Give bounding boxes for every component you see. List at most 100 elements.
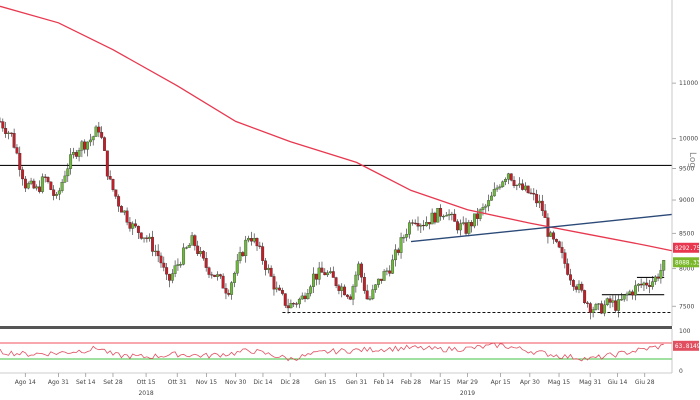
candle-up: [402, 237, 406, 239]
rsi-plot-area: [0, 329, 672, 373]
rsi-value-tag: [673, 340, 699, 351]
candle-down: [554, 239, 558, 242]
candle-down: [280, 290, 284, 294]
candle-down: [557, 241, 561, 248]
candle-up: [393, 249, 397, 261]
candle-down: [583, 290, 587, 304]
candle-down: [105, 150, 109, 177]
moving-average-layer: [0, 5, 673, 252]
candle-up: [444, 215, 448, 217]
candle-up: [88, 139, 92, 143]
candle-down: [464, 222, 468, 234]
candle-down: [639, 283, 643, 286]
x-tick-label: Giu 28: [635, 379, 655, 386]
candle-up: [91, 136, 95, 141]
candle-down: [264, 260, 267, 270]
candle-up: [300, 295, 304, 300]
candle-up: [328, 271, 332, 273]
candle-up: [252, 238, 256, 242]
candle-down: [38, 186, 41, 192]
candle-up: [354, 274, 358, 287]
candle-down: [379, 278, 383, 281]
price-tag-label: 8088.3394: [675, 259, 700, 266]
candle-up: [408, 222, 411, 235]
candle-down: [345, 294, 349, 297]
candle-down: [439, 207, 443, 217]
candle-up: [235, 260, 239, 274]
candle-down: [151, 236, 154, 252]
candle-up: [549, 232, 553, 237]
x-tick-label: Apr 30: [520, 379, 540, 386]
candlestick-series: [0, 117, 666, 320]
pane-divider[interactable]: [0, 326, 672, 329]
candle-up: [492, 189, 496, 197]
candle-up: [458, 223, 462, 231]
candle-up: [238, 252, 242, 261]
candle-up: [368, 298, 372, 300]
main-plot-area: [0, 0, 672, 326]
candle-down: [416, 223, 420, 227]
candle-down: [456, 221, 459, 231]
candle-up: [634, 285, 637, 296]
candle-down: [32, 180, 36, 189]
candle-down: [18, 152, 22, 170]
candle-up: [659, 270, 663, 279]
rsi-line-layer: [0, 342, 664, 362]
y-tick-label: 8500: [679, 230, 694, 237]
candle-down: [292, 303, 296, 305]
candle-down: [108, 176, 112, 180]
candle-down: [475, 213, 479, 219]
candle-down: [145, 237, 149, 239]
candle-up: [371, 289, 375, 299]
x-tick-label: Mar 15: [430, 379, 451, 386]
x-tick-label: Dic 28: [281, 379, 300, 386]
candle-up: [662, 260, 666, 271]
candle-up: [405, 234, 409, 238]
candle-up: [297, 298, 301, 305]
candle-down: [348, 296, 352, 300]
candle-down: [433, 212, 437, 223]
candle-down: [283, 293, 287, 306]
candle-down: [552, 232, 556, 240]
candle-up: [399, 237, 403, 253]
candle-up: [617, 299, 620, 311]
x-tick-label: Feb 28: [401, 379, 421, 386]
rsi-tag: 63.8149: [673, 340, 700, 351]
candle-down: [529, 192, 533, 194]
candle-down: [526, 185, 530, 194]
candle-up: [391, 259, 395, 274]
x-tick-label: Nov 15: [196, 379, 217, 386]
candle-down: [4, 127, 8, 134]
candle-down: [207, 267, 211, 275]
candle-up: [577, 283, 581, 290]
candle-up: [63, 175, 67, 183]
candle-up: [523, 185, 527, 190]
candle-up: [351, 286, 355, 300]
candle-down: [49, 181, 53, 190]
y-tick-label: 9000: [679, 197, 694, 204]
price-tag: [673, 257, 699, 268]
x-tick-labels: Ago 14 Ago 31 Set 14 Set 28 Ott 15 Ott 31 Nov …: [15, 373, 655, 386]
candle-up: [35, 186, 39, 189]
candle-down: [111, 178, 115, 190]
candle-down: [210, 274, 214, 276]
candle-down: [286, 305, 290, 309]
candle-down: [453, 213, 457, 222]
x-tick-label: Ago 31: [48, 379, 69, 386]
candle-up: [597, 303, 601, 305]
y-tick-label: 9500: [679, 166, 694, 173]
candle-down: [563, 252, 567, 264]
candle-up: [447, 213, 451, 216]
candle-down: [119, 206, 123, 213]
candle-up: [377, 278, 380, 285]
x-tick-label: Giu 14: [608, 379, 628, 386]
candle-down: [569, 274, 572, 281]
candle-up: [357, 263, 361, 276]
candle-up: [487, 200, 491, 207]
candle-down: [117, 196, 121, 207]
candle-down: [227, 293, 231, 295]
candle-up: [179, 264, 183, 266]
candle-up: [275, 287, 279, 290]
candle-up: [473, 213, 476, 227]
candle-down: [103, 137, 106, 151]
